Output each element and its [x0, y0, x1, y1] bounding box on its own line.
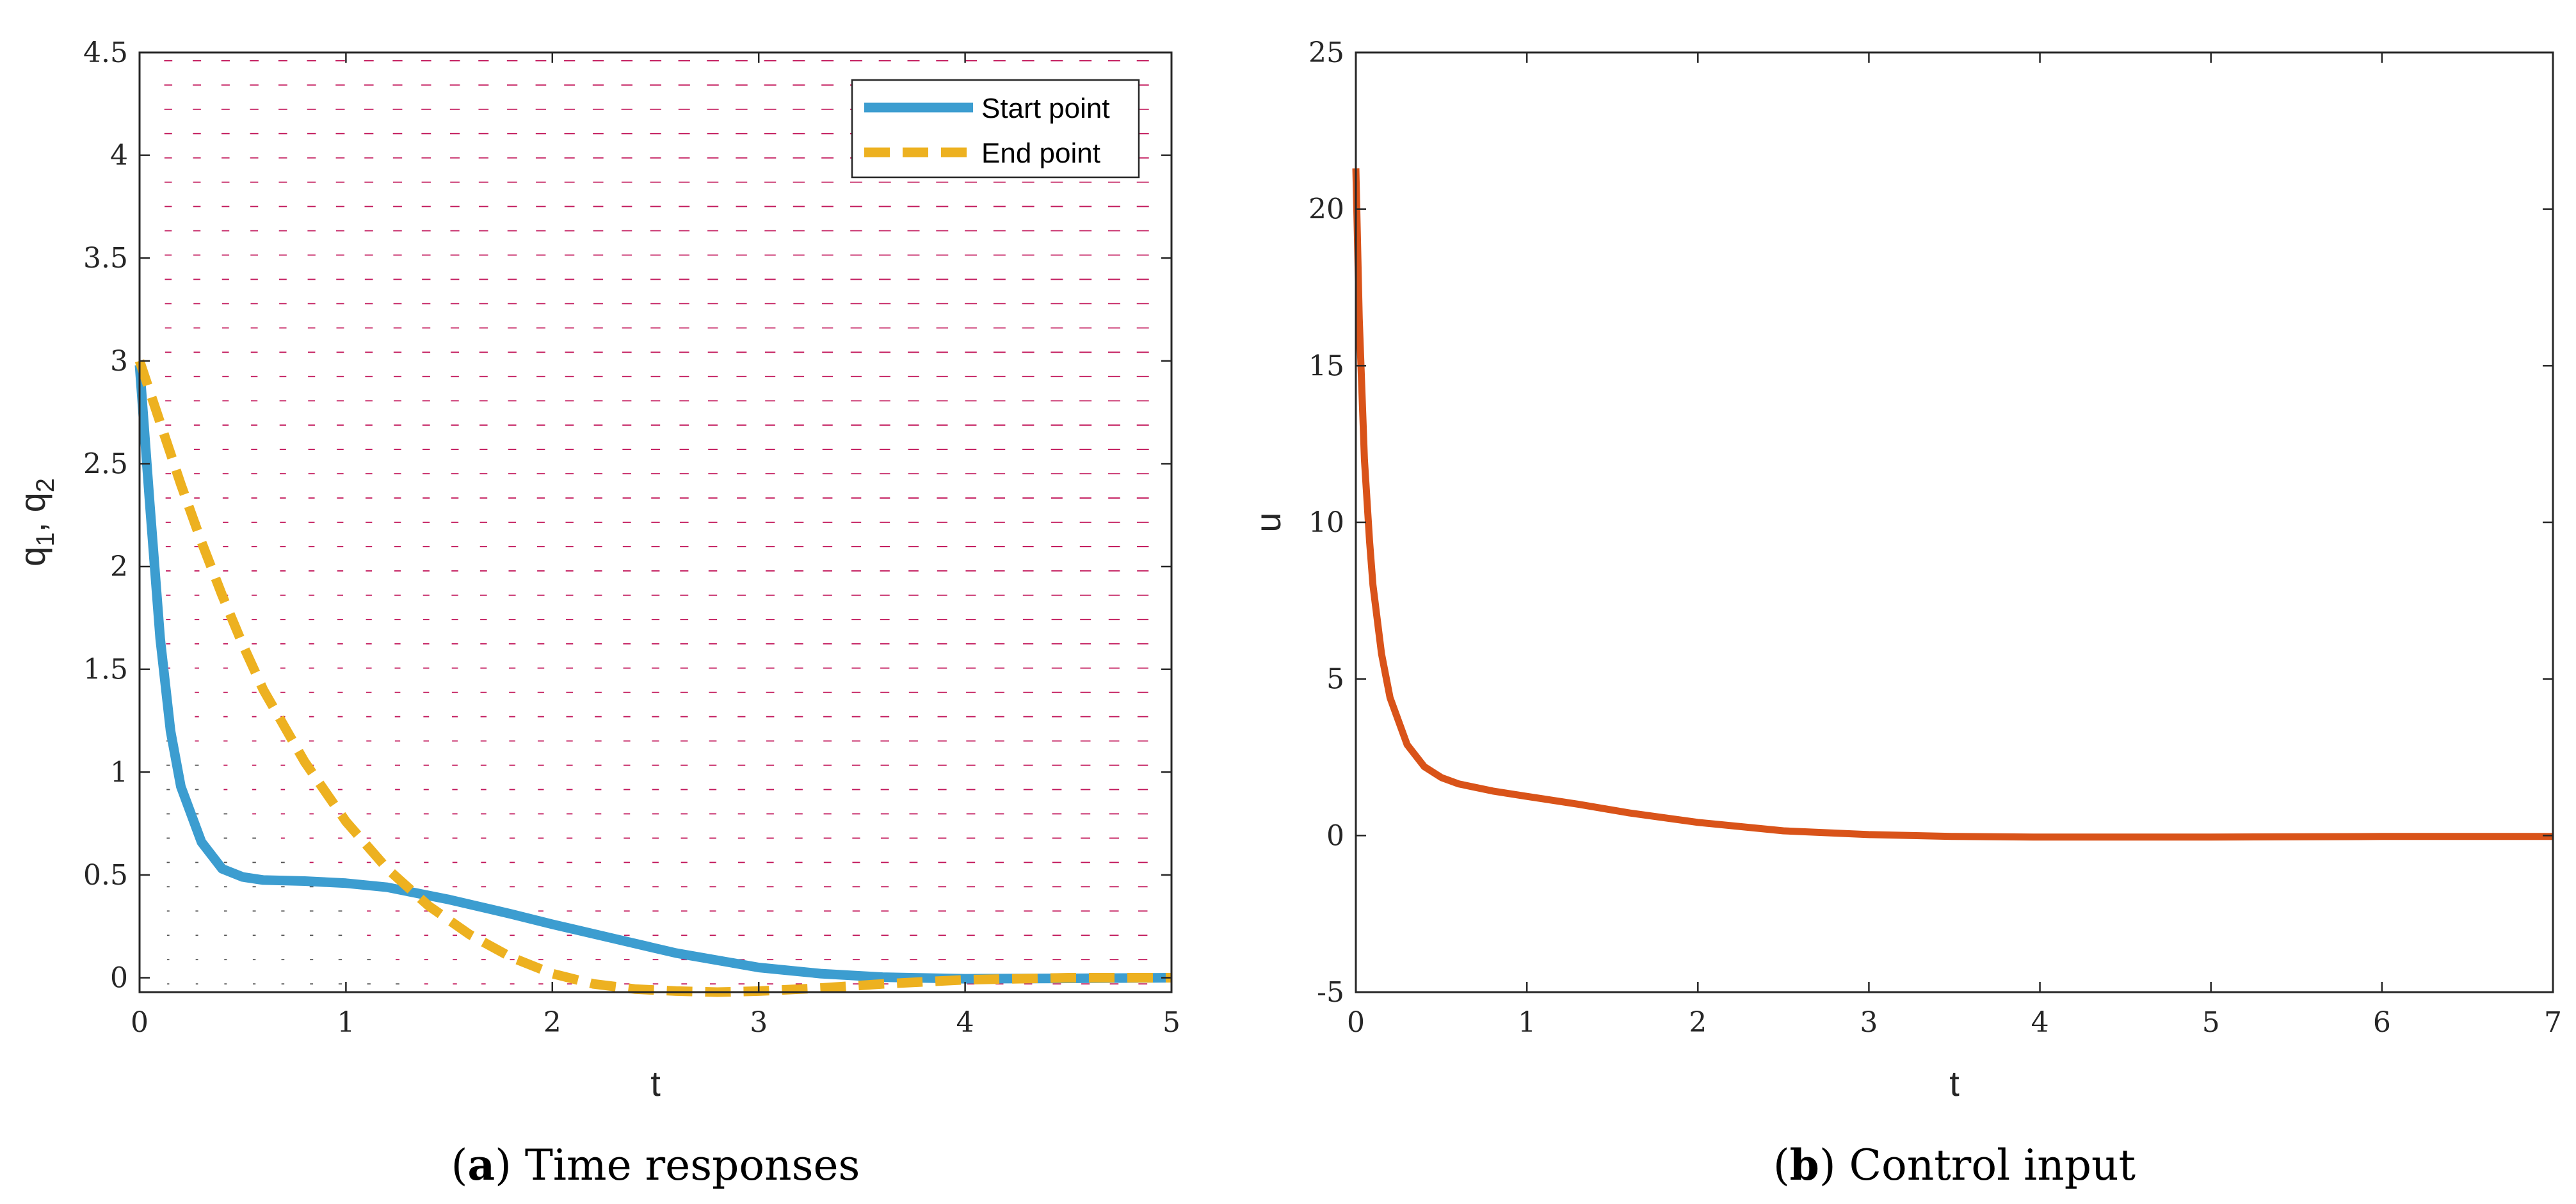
- x-tick-label: 6: [2373, 1006, 2391, 1039]
- panel-b-caption: (b) Control input: [1773, 1140, 2136, 1190]
- series-line-u: [1352, 168, 2553, 841]
- y-tick-label: 20: [1308, 193, 1344, 226]
- panel-b-x-axis-label: t: [1949, 1063, 1960, 1104]
- svg-text:q1, q2: q1, q2: [12, 478, 60, 566]
- y-tick-label: 1.5: [83, 654, 128, 686]
- panel-a-x-axis-label: t: [650, 1063, 661, 1104]
- y-tick-label: 3.5: [83, 242, 128, 275]
- x-tick-label: 2: [543, 1006, 561, 1039]
- y-tick-label: 0: [1326, 819, 1344, 852]
- panel-a-legend: Start point End point: [851, 79, 1140, 179]
- panel-a-y-ticks: 0 0.5 1 1.5 2 2.5 3 3.5 4 4.5: [83, 36, 1171, 995]
- panel-b-plot-area: [1356, 52, 2553, 992]
- panel-a-caption: (a) Time responses: [451, 1140, 860, 1190]
- x-tick-label: 4: [2031, 1006, 2049, 1039]
- series-line-end-point: [134, 359, 1171, 997]
- panel-a-time-responses: 0 1 2 3 4 5 0 0.5 1 1.5 2 2.5 3 3.5 4 4.5 t q1, q2 Sta…: [12, 36, 1180, 1190]
- y-tick-label: 4: [110, 140, 128, 172]
- y-tick-label: 15: [1308, 349, 1344, 382]
- panel-a-x-ticks: 0 1 2 3 4 5: [131, 52, 1180, 1039]
- x-tick-label: 5: [2202, 1006, 2220, 1039]
- panel-a-y-axis-label: q1, q2: [12, 478, 60, 566]
- x-tick-label: 5: [1163, 1006, 1180, 1039]
- panel-b-y-ticks: -5 0 5 10 15 20 25: [1308, 36, 2553, 1009]
- x-tick-label: 3: [750, 1006, 768, 1039]
- x-tick-label: 0: [131, 1006, 149, 1039]
- y-tick-label: 1: [110, 756, 128, 789]
- series-line-start-point: [134, 364, 1172, 984]
- x-tick-label: 4: [956, 1006, 974, 1039]
- panel-b-y-axis-label: u: [1248, 512, 1288, 532]
- x-tick-label: 0: [1347, 1006, 1365, 1039]
- y-tick-label: 3: [110, 345, 128, 378]
- y-tick-label: 0.5: [83, 859, 128, 892]
- panel-a-axes-box: [138, 51, 1173, 993]
- x-tick-label: 3: [1860, 1006, 1878, 1039]
- y-tick-label: 2: [110, 550, 128, 583]
- panel-a-vector-field: [164, 60, 1149, 985]
- panel-b-series: [1352, 168, 2553, 841]
- y-tick-label: 0: [110, 962, 128, 995]
- y-tick-label: 10: [1308, 506, 1344, 539]
- panel-a-series: [134, 359, 1172, 997]
- x-tick-label: 7: [2544, 1006, 2562, 1039]
- x-tick-label: 2: [1689, 1006, 1707, 1039]
- x-tick-label: 1: [1518, 1006, 1536, 1039]
- y-tick-label: -5: [1317, 976, 1344, 1009]
- y-tick-label: 4.5: [83, 36, 128, 69]
- legend-end-label: End point: [981, 138, 1100, 169]
- y-tick-label: 25: [1308, 36, 1344, 69]
- x-tick-label: 1: [337, 1006, 355, 1039]
- legend-start-label: Start point: [981, 93, 1110, 124]
- y-tick-label: 5: [1326, 663, 1344, 696]
- panel-b-x-ticks: 0 1 2 3 4 5 6 7: [1347, 52, 2562, 1039]
- legend-box: [851, 79, 1140, 179]
- y-tick-label: 2.5: [83, 447, 128, 480]
